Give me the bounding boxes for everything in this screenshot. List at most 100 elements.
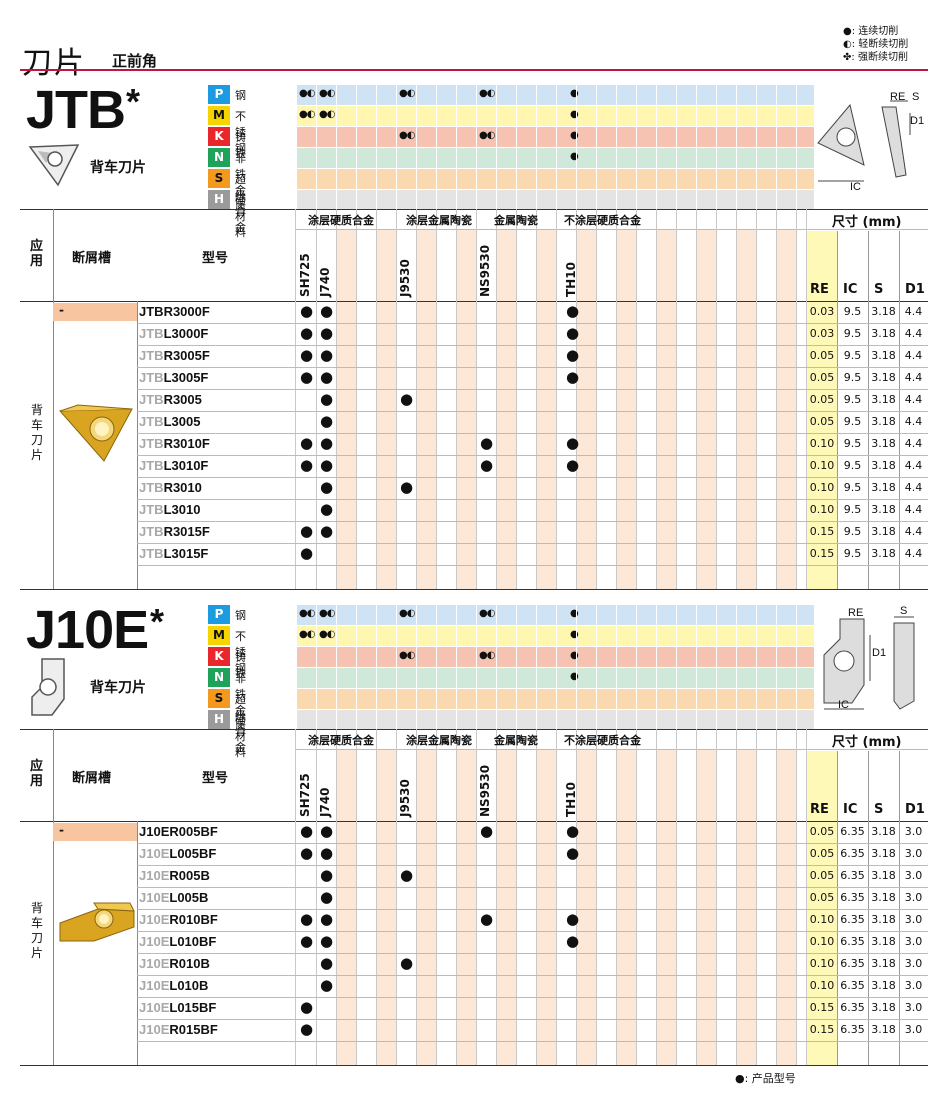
model-number[interactable]: JTBL3005 xyxy=(139,414,200,429)
model-header: 型号 xyxy=(202,771,229,786)
grid-line xyxy=(456,148,457,168)
model-suffix: L015BF xyxy=(169,1000,217,1015)
dim-column-line xyxy=(837,231,838,589)
grid-line xyxy=(736,647,737,667)
grid-line xyxy=(736,689,737,709)
dim-value-d1: 4.4 xyxy=(904,371,923,384)
availability-dot-j740: ● xyxy=(320,324,334,342)
dim-value-d1: 3.0 xyxy=(904,825,923,838)
dim-header-ic: IC xyxy=(843,802,858,817)
grid-line xyxy=(556,169,557,189)
model-number[interactable]: JTBR3005 xyxy=(139,392,202,407)
availability-dot-j740: ● xyxy=(320,302,334,320)
grid-line xyxy=(416,689,417,709)
grid-line xyxy=(496,710,497,730)
availability-dot-sh725: ● xyxy=(300,522,314,540)
model-number[interactable]: J10ER015BF xyxy=(139,1022,218,1037)
model-number[interactable]: JTBR3015F xyxy=(139,524,210,539)
column-stripe xyxy=(416,749,436,1065)
row-rule xyxy=(137,345,928,346)
grid-line xyxy=(516,710,517,730)
suitability-mark: ● xyxy=(570,650,579,661)
dim-value-re: 0.03 xyxy=(809,305,835,318)
grid-line xyxy=(396,85,397,105)
dim-value-s: 3.18 xyxy=(871,393,896,406)
availability-dot-j9530: ● xyxy=(400,954,414,972)
grid-line xyxy=(696,668,697,688)
suitability-mark: ●◐ xyxy=(299,608,315,619)
model-number[interactable]: J10ER010B xyxy=(139,956,210,971)
legend-heavy-interrupted: ✤: 强断续切削 xyxy=(843,52,908,63)
dim-value-ic: 9.5 xyxy=(843,525,862,538)
grade-group-header: 不涂层硬质合金 xyxy=(564,734,641,747)
dim-value-re: 0.05 xyxy=(809,869,835,882)
model-number[interactable]: JTBL3000F xyxy=(139,326,208,341)
grid-line xyxy=(656,190,657,210)
chipbreaker-value: - xyxy=(53,823,137,841)
row-rule xyxy=(137,323,928,324)
model-number[interactable]: JTBL3010 xyxy=(139,502,200,517)
availability-dot-j9530: ● xyxy=(400,866,414,884)
model-suffix: L005BF xyxy=(169,846,217,861)
column-line xyxy=(776,729,777,1065)
grid-line xyxy=(616,106,617,126)
grid-line xyxy=(316,85,317,105)
dim-value-re: 0.05 xyxy=(809,891,835,904)
model-number[interactable]: J10ER005BF xyxy=(139,824,218,839)
model-number[interactable]: J10EL010B xyxy=(139,978,208,993)
dim-value-re: 0.10 xyxy=(809,935,835,948)
grid-line xyxy=(416,605,417,625)
model-number[interactable]: J10ER005B xyxy=(139,868,210,883)
model-number[interactable]: JTBR3005F xyxy=(139,348,210,363)
grid-line xyxy=(416,148,417,168)
grid-line xyxy=(596,647,597,667)
grid-line xyxy=(416,190,417,210)
grid-line xyxy=(296,710,297,730)
suitability-mark: ● xyxy=(570,629,579,640)
grid-line xyxy=(336,710,337,730)
model-number[interactable]: J10EL015BF xyxy=(139,1000,216,1015)
grid-line xyxy=(536,169,537,189)
dim-value-d1: 4.4 xyxy=(904,327,923,340)
dim-value-re: 0.05 xyxy=(809,349,835,362)
model-number[interactable]: J10EL005B xyxy=(139,890,208,905)
grid-line xyxy=(696,689,697,709)
row-rule xyxy=(137,909,928,910)
model-number[interactable]: JTBR3010F xyxy=(139,436,210,451)
dim-value-ic: 9.5 xyxy=(843,503,862,516)
grid-line xyxy=(576,626,577,646)
grid-line xyxy=(356,626,357,646)
suitability-mark: ●◐ xyxy=(399,130,415,141)
grid-line xyxy=(396,647,397,667)
model-number[interactable]: JTBL3015F xyxy=(139,546,208,561)
model-number[interactable]: J10EL005BF xyxy=(139,846,216,861)
grid-line xyxy=(776,647,777,667)
grid-line xyxy=(676,647,677,667)
model-number[interactable]: JTBL3010F xyxy=(139,458,208,473)
page-title: 刀片 xyxy=(22,46,86,81)
material-code-badge: H xyxy=(208,710,230,729)
column-stripe xyxy=(776,229,796,589)
suitability-mark: ● xyxy=(570,109,579,120)
grid-line xyxy=(776,106,777,126)
model-number[interactable]: JTBR3010 xyxy=(139,480,202,495)
grid-line xyxy=(416,668,417,688)
model-number[interactable]: J10ER010BF xyxy=(139,912,218,927)
grid-line xyxy=(436,190,437,210)
suitability-mark: ●◐ xyxy=(479,88,495,99)
material-code-badge: M xyxy=(208,626,230,645)
model-number[interactable]: J10EL010BF xyxy=(139,934,216,949)
model-number[interactable]: JTBL3005F xyxy=(139,370,208,385)
material-band xyxy=(296,647,814,667)
suitability-mark: ● xyxy=(570,88,579,99)
grid-line xyxy=(736,148,737,168)
availability-dot-sh725: ● xyxy=(300,1020,314,1038)
grid-line xyxy=(516,668,517,688)
suitability-mark: ● xyxy=(570,671,579,682)
grid-line xyxy=(576,169,577,189)
column-line xyxy=(336,209,337,589)
grid-line xyxy=(456,605,457,625)
grid-line xyxy=(356,710,357,730)
grid-line xyxy=(696,605,697,625)
model-number[interactable]: JTBR3000F xyxy=(139,304,210,319)
